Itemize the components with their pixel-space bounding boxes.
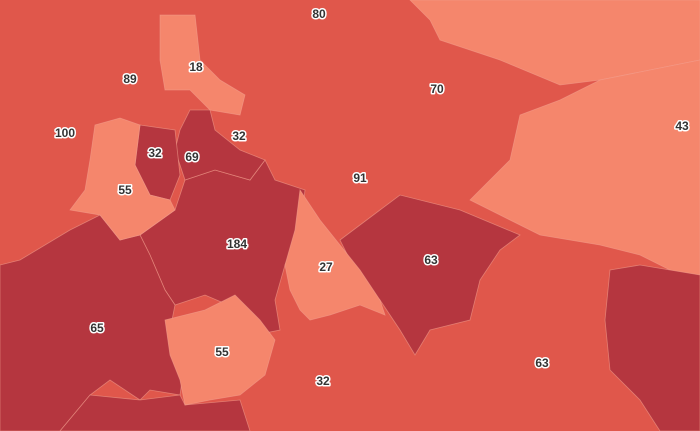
label-55: 55 <box>118 183 132 197</box>
region-27[interactable] <box>284 188 386 321</box>
label-91: 91 <box>353 171 367 185</box>
region-labels: 80 89 18 70 100 32 69 32 43 55 91 184 27… <box>53 6 690 390</box>
region-55-bottom[interactable] <box>164 294 276 406</box>
label-63: 63 <box>424 253 438 267</box>
label-32: 32 <box>316 374 330 388</box>
label-32: 32 <box>148 146 162 160</box>
label-63: 63 <box>535 356 549 370</box>
region-69[interactable] <box>174 109 266 181</box>
region-63-center[interactable] <box>339 194 521 356</box>
label-65: 65 <box>90 321 104 335</box>
label-69: 69 <box>185 150 199 164</box>
region-bottom-right[interactable] <box>604 264 700 431</box>
label-43: 43 <box>675 119 689 133</box>
label-32: 32 <box>232 129 246 143</box>
region-top-right[interactable] <box>409 0 700 86</box>
region-bottom-left-dark[interactable] <box>59 394 251 431</box>
label-100: 100 <box>55 126 75 140</box>
label-18: 18 <box>189 60 203 74</box>
label-80: 80 <box>312 7 326 21</box>
region-55-left[interactable] <box>69 117 176 241</box>
region-43[interactable] <box>469 59 700 276</box>
label-55: 55 <box>215 345 229 359</box>
label-184: 184 <box>227 237 247 251</box>
label-27: 27 <box>319 260 333 274</box>
label-89: 89 <box>123 72 137 86</box>
region-18[interactable] <box>159 14 246 116</box>
label-70: 70 <box>430 82 444 96</box>
